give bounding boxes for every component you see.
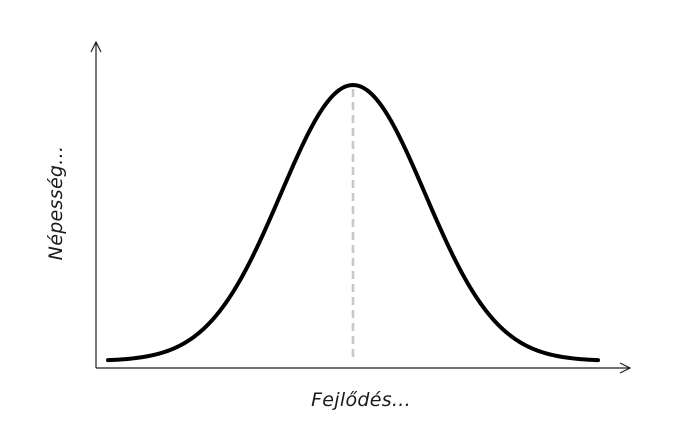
x-axis-label: Fejlődés... (311, 389, 411, 411)
bell-curve-line (106, 83, 600, 363)
y-axis-arrow (90, 40, 102, 53)
y-axis-label: Népesség... (45, 146, 67, 261)
x-axis-arrow (619, 362, 632, 374)
